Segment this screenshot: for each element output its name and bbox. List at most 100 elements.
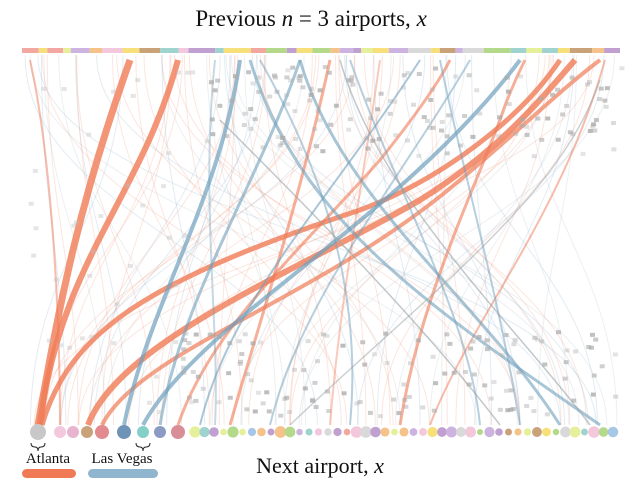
airport-marker <box>315 108 321 113</box>
top-bar-segment <box>372 48 389 53</box>
faint-flow <box>77 54 236 426</box>
airport-node <box>267 428 275 436</box>
airport-marker <box>266 409 272 414</box>
faint-flow <box>455 54 551 426</box>
top-bar-segment <box>215 48 224 53</box>
airport-marker <box>611 147 617 152</box>
flow <box>248 59 601 427</box>
airport-marker <box>597 97 603 102</box>
airport-marker <box>285 68 291 73</box>
top-bar-segment <box>353 48 362 53</box>
airport-marker <box>86 132 92 137</box>
airport-marker <box>239 352 245 357</box>
airport-marker <box>387 99 393 104</box>
faint-flow <box>338 54 587 426</box>
airport-node <box>391 428 398 436</box>
airport-marker <box>427 125 433 130</box>
title-text: = 3 airports, <box>299 6 411 31</box>
airport-marker <box>195 374 201 379</box>
airport-marker <box>573 349 579 354</box>
airport-marker <box>589 332 595 337</box>
airport-marker <box>430 354 436 359</box>
airport-marker <box>429 87 435 92</box>
airport-marker <box>322 65 328 70</box>
airport-marker <box>283 93 289 98</box>
top-bar-segment <box>102 48 123 53</box>
faint-flow <box>474 54 575 426</box>
airport-node <box>532 427 542 437</box>
airport-marker <box>593 337 599 342</box>
airport-marker <box>378 91 384 96</box>
airport-marker <box>293 136 299 141</box>
flow <box>298 59 562 426</box>
airport-marker <box>588 345 594 350</box>
airport-marker <box>227 395 233 400</box>
airport-node <box>247 427 257 437</box>
airport-marker <box>200 386 206 391</box>
airport-marker <box>33 226 39 231</box>
airport-marker <box>570 132 576 137</box>
faint-flow <box>225 54 580 426</box>
airport-marker <box>209 117 215 122</box>
airport-marker <box>392 99 398 104</box>
airport-marker <box>346 127 352 132</box>
airport-marker <box>264 390 270 395</box>
top-bar-segment <box>462 48 484 53</box>
top-bar-segment <box>569 48 593 53</box>
airport-marker <box>599 364 605 369</box>
airport-marker <box>619 66 625 71</box>
x-axis-label: Next airport, x <box>256 453 384 478</box>
airport-marker <box>346 78 352 83</box>
airport-marker <box>317 88 323 93</box>
faint-flow <box>89 54 221 426</box>
airport-marker <box>241 123 247 128</box>
airport-marker <box>324 333 330 338</box>
airport-marker <box>539 339 545 344</box>
airport-marker <box>296 75 302 80</box>
faint-flow <box>96 54 561 426</box>
airport-marker <box>208 80 214 85</box>
top-bar-segment <box>439 48 456 53</box>
airport-marker <box>564 103 570 108</box>
airport-node <box>598 427 609 437</box>
airport-node <box>333 427 342 437</box>
airport-marker <box>189 400 195 405</box>
airport-marker <box>446 113 452 118</box>
airport-marker <box>282 396 288 401</box>
faint-flow <box>59 54 171 426</box>
airport-marker <box>284 395 290 400</box>
airport-marker <box>278 413 284 418</box>
faint-flow <box>112 54 225 426</box>
airport-marker <box>377 414 383 419</box>
flow <box>228 59 332 426</box>
airport-marker <box>425 118 431 123</box>
airport-marker <box>292 109 298 114</box>
airport-marker <box>89 334 95 339</box>
airport-marker <box>67 345 73 350</box>
airport-marker <box>375 107 381 112</box>
airport-marker <box>73 220 79 225</box>
airport-marker <box>347 117 353 122</box>
airport-marker <box>180 356 186 361</box>
flow <box>259 59 354 426</box>
airport-marker <box>367 410 373 415</box>
airport-marker <box>513 131 519 136</box>
top-bar-segment <box>160 48 179 53</box>
airport-marker <box>612 352 618 357</box>
airport-marker <box>560 112 566 117</box>
airport-marker <box>216 334 222 339</box>
faint-flow <box>373 54 421 426</box>
airport-node <box>464 426 477 438</box>
airport-marker <box>181 347 187 352</box>
faint-flow <box>161 54 206 426</box>
faint-flow <box>33 54 595 426</box>
airport-node <box>427 426 438 438</box>
airport-marker <box>590 392 596 397</box>
airport-node <box>189 426 201 438</box>
airport-marker <box>484 338 490 343</box>
airport-marker <box>471 372 477 377</box>
airport-node <box>446 426 457 438</box>
airport-node <box>399 427 409 437</box>
airport-marker <box>391 397 397 402</box>
airport-marker <box>181 370 187 375</box>
